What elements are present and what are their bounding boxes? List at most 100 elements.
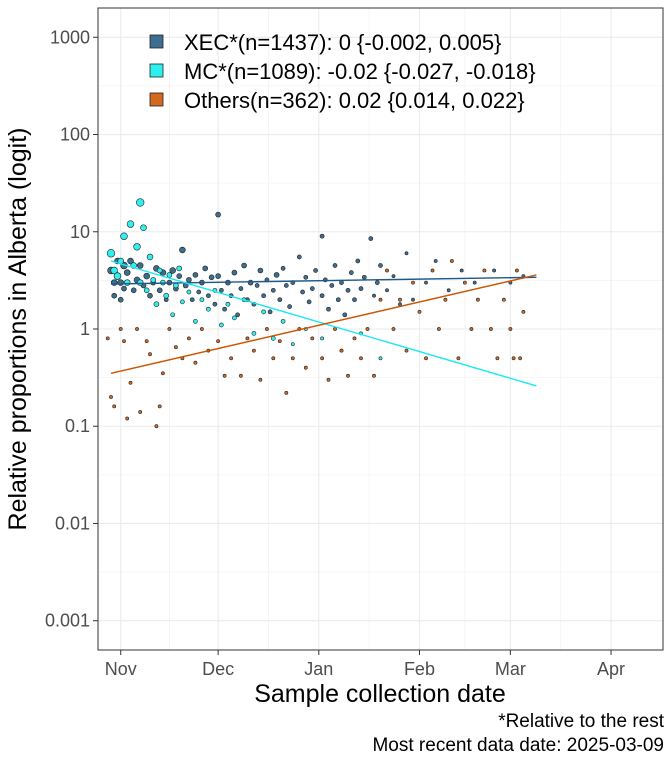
data-point-series-0: [147, 292, 153, 299]
data-point-series-1: [150, 277, 156, 283]
data-point-series-0: [374, 280, 380, 285]
data-point-series-0: [372, 293, 376, 298]
data-point-series-0: [385, 288, 389, 293]
data-point-series-0: [257, 267, 264, 274]
data-point-series-1: [170, 312, 176, 318]
y-tick-label: 0.001: [45, 611, 90, 631]
data-point-series-0: [300, 289, 305, 295]
legend-label-series-2: Others(n=362): 0.02 {0.014, 0.022}: [184, 88, 525, 113]
data-point-series-0: [339, 280, 344, 285]
data-point-series-2: [199, 327, 204, 331]
data-point-series-1: [199, 297, 205, 303]
y-axis: 0.001 0.01 0.1 1 10 100 1000: [45, 27, 98, 631]
data-point-series-2: [167, 327, 172, 331]
x-tick-label: Nov: [105, 659, 137, 679]
data-point-series-1: [225, 301, 231, 307]
data-point-series-2: [462, 280, 467, 285]
data-point-series-2: [290, 356, 295, 361]
y-tick-label: 100: [60, 125, 90, 145]
data-point-series-2: [238, 373, 243, 378]
data-point-series-0: [296, 254, 302, 260]
data-point-series-2: [488, 327, 493, 331]
data-point-series-1: [113, 272, 122, 280]
data-point-series-0: [127, 257, 134, 265]
data-point-series-0: [130, 287, 137, 294]
data-point-series-1: [219, 322, 224, 328]
data-point-series-0: [277, 297, 283, 303]
data-point-series-0: [270, 287, 276, 293]
data-point-series-2: [105, 336, 110, 341]
x-tick-label: Mar: [495, 659, 526, 679]
fit-line-series-0: [110, 276, 537, 285]
data-point-series-0: [117, 279, 124, 286]
data-point-series-0: [446, 288, 451, 293]
data-point-series-2: [475, 297, 480, 302]
data-point-series-2: [186, 336, 191, 341]
data-point-series-0: [433, 259, 438, 263]
y-tick-label: 10: [70, 222, 90, 242]
data-point-series-2: [424, 356, 428, 361]
x-tick-label: Jan: [304, 659, 333, 679]
data-point-series-0: [219, 287, 224, 293]
y-tick-label: 1: [80, 319, 90, 339]
data-point-series-0: [309, 286, 315, 291]
data-point-series-0: [189, 297, 195, 303]
data-point-series-0: [345, 287, 351, 293]
data-point-series-2: [284, 390, 289, 395]
data-point-series-0: [368, 236, 374, 241]
x-axis-title: Sample collection date: [254, 680, 506, 708]
data-point-series-1: [261, 309, 266, 315]
data-point-series-1: [251, 331, 257, 336]
data-point-series-0: [169, 267, 176, 274]
data-point-series-1: [136, 279, 144, 286]
data-point-series-1: [123, 279, 131, 286]
data-point-series-2: [193, 360, 198, 365]
data-point-series-0: [121, 285, 127, 292]
data-point-series-0: [247, 279, 254, 286]
data-point-series-0: [212, 301, 218, 307]
data-point-series-2: [346, 373, 350, 378]
data-point-series-2: [144, 339, 149, 344]
data-point-series-0: [261, 293, 266, 299]
data-point-series-2: [258, 377, 263, 382]
data-point-series-0: [355, 258, 361, 264]
data-point-series-2: [398, 297, 402, 302]
data-point-series-0: [313, 268, 318, 273]
data-point-series-0: [319, 293, 325, 299]
data-point-series-0: [215, 273, 221, 279]
data-point-series-1: [290, 342, 295, 347]
data-point-series-1: [156, 267, 163, 274]
legend-label-series-0: XEC*(n=1437): 0 {-0.002, 0.005}: [184, 30, 501, 55]
data-point-series-0: [254, 283, 260, 288]
data-point-series-1: [320, 336, 325, 341]
data-point-series-1: [146, 253, 154, 261]
data-point-series-2: [118, 327, 123, 331]
data-point-series-1: [270, 336, 276, 341]
data-point-series-0: [186, 277, 192, 283]
data-point-series-0: [398, 302, 402, 307]
data-point-series-0: [319, 233, 325, 239]
data-point-series-0: [459, 268, 464, 273]
data-point-series-2: [229, 356, 234, 361]
data-point-series-0: [329, 283, 335, 288]
data-point-series-0: [206, 293, 211, 299]
data-point-series-2: [109, 395, 113, 399]
data-point-series-2: [404, 348, 409, 353]
data-point-series-1: [176, 265, 182, 272]
legend: XEC*(n=1437): 0 {-0.002, 0.005} MC*(n=108…: [149, 30, 536, 113]
data-point-series-2: [365, 327, 370, 331]
data-point-series-2: [310, 336, 315, 341]
data-point-series-2: [326, 377, 331, 382]
legend-key-series-1: [149, 63, 164, 78]
data-point-series-0: [335, 297, 341, 303]
data-point-series-1: [163, 292, 169, 299]
data-point-series-2: [515, 268, 519, 273]
data-point-series-2: [411, 280, 415, 285]
data-point-series-1: [110, 266, 118, 275]
data-point-series-2: [264, 327, 269, 331]
data-point-series-2: [469, 327, 474, 331]
data-point-series-0: [303, 274, 309, 280]
data-point-series-0: [176, 273, 182, 279]
data-point-series-1: [180, 299, 185, 305]
data-point-series-2: [160, 371, 165, 376]
